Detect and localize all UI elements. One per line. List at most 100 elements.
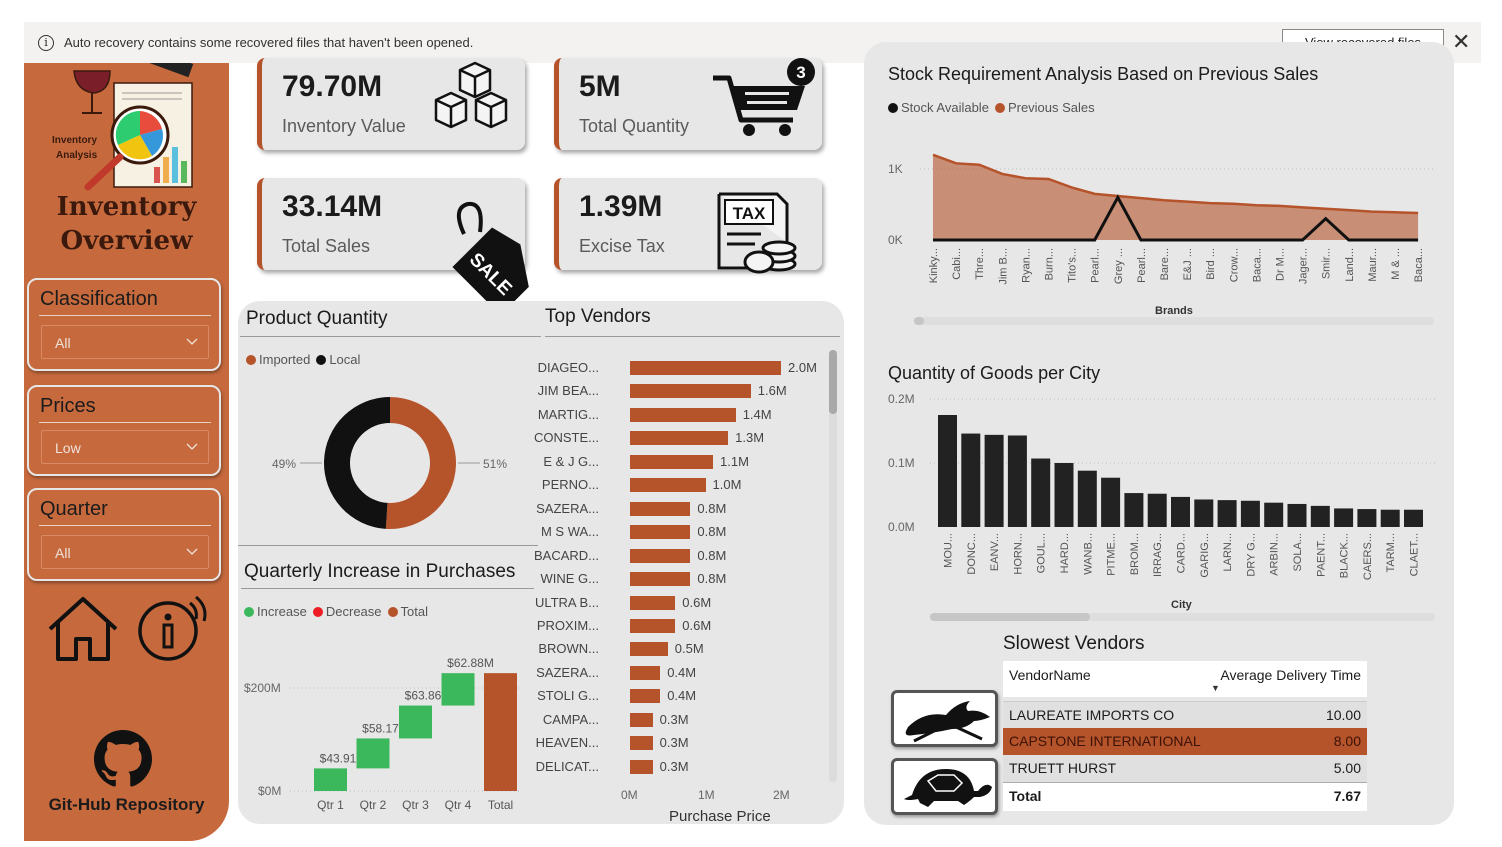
classification-value: All	[55, 335, 71, 351]
goods-per-city-bar-chart: MOU... DONC... EANV... HORN... GOUL... HARD..…	[930, 398, 1435, 580]
kpi-label: Inventory Value	[282, 116, 406, 136]
vendor-name-cell: CAPSTONE INTERNATIONAL	[1009, 733, 1201, 749]
github-icon[interactable]	[94, 730, 152, 788]
vendor-bar	[630, 478, 706, 493]
github-repository-link[interactable]: Git-Hub Repository	[48, 795, 205, 814]
brand-tick-label: Kinky...	[928, 248, 940, 283]
brand-tick-label: Bare...	[1159, 248, 1171, 280]
vendor-bar-row[interactable]: PROXIM... 0.6M	[537, 617, 825, 634]
quarterly-legend: Increase Decrease Total	[244, 604, 434, 619]
city-tick-label: LARN...	[1222, 533, 1234, 572]
city-bar	[1171, 496, 1190, 527]
table-total-row: Total 7.67	[1003, 782, 1367, 811]
vendor-name-label: SAZERA...	[536, 500, 599, 516]
brand-tick-label: Thre...	[974, 248, 986, 280]
vendor-bar-row[interactable]: E & J G... 1.1M	[543, 454, 825, 470]
classification-dropdown[interactable]: All	[41, 325, 209, 359]
vendor-name-label: STOLI G...	[537, 688, 599, 704]
table-row[interactable]: TRUETT HURST 5.00	[1003, 755, 1367, 782]
vendor-bar-row[interactable]: DELICAT... 0.3M	[536, 758, 825, 775]
col-average-delivery-time[interactable]: Average Delivery Time	[1220, 667, 1361, 683]
sidebar-title-line1: Inventory	[56, 192, 197, 222]
vendor-bar	[630, 548, 691, 563]
waterfall-value-label: $43.91M	[320, 751, 367, 765]
vendor-bar-row[interactable]: ULTRA B... 0.6M	[535, 595, 825, 611]
city-bar	[961, 433, 981, 527]
vendor-bar-row[interactable]: BACARD... 0.8M	[534, 548, 825, 564]
vendor-bar-row[interactable]: STOLI G... 0.4M	[537, 688, 825, 704]
city-bar	[1124, 493, 1144, 527]
vendor-bar	[630, 642, 668, 657]
info-icon[interactable]	[136, 595, 210, 663]
vendor-name-label: DIAGEO...	[537, 360, 599, 375]
vendor-bar	[630, 431, 729, 446]
home-icon[interactable]	[46, 595, 120, 663]
city-tick-label: BROM...	[1129, 533, 1141, 575]
stock-y-tick-1k: 1K	[888, 162, 903, 176]
goods-per-city-title: Quantity of Goods per City	[888, 363, 1101, 383]
close-icon[interactable]: ✕	[1452, 29, 1471, 54]
vendor-name-cell: LAUREATE IMPORTS CO	[1009, 707, 1175, 723]
notification-text: Auto recovery contains some recovered fi…	[64, 35, 474, 50]
vendor-value-label: 1.6M	[757, 383, 787, 399]
boxes-icon	[434, 61, 508, 129]
vendor-bar-row[interactable]: WINE G... 0.8M	[541, 571, 825, 587]
table-row[interactable]: LAUREATE IMPORTS CO 10.00	[1003, 701, 1367, 728]
vendor-value-label: 2.0M	[788, 360, 817, 375]
rabbit-button[interactable]	[891, 690, 998, 747]
vendors-scrollbar[interactable]	[829, 350, 837, 782]
brand-tick-label: Crow...	[1228, 248, 1240, 282]
vendor-value-label: 0.6M	[682, 617, 712, 633]
top-vendors-title: Top Vendors	[545, 306, 651, 327]
kpi-value: 1.39M	[579, 190, 663, 223]
quarter-dropdown[interactable]: All	[41, 535, 209, 569]
table-row[interactable]: CAPSTONE INTERNATIONAL 8.00	[1003, 728, 1367, 755]
product-quantity-title: Product Quantity	[246, 308, 388, 329]
city-tick-label: DONC...	[966, 533, 978, 575]
vendor-bar-row[interactable]: CAMPA... 0.3M	[543, 711, 825, 728]
waterfall-x-label: Qtr 4	[445, 798, 472, 812]
previous-sales-area	[933, 154, 1419, 240]
vendor-bar-row[interactable]: HEAVEN... 0.3M	[536, 735, 825, 751]
brand-tick-label: Jager...	[1298, 248, 1310, 284]
waterfall-x-label: Qtr 3	[402, 798, 429, 812]
vendor-bar-row[interactable]: CONSTE... 1.3M	[534, 430, 825, 446]
city-bar	[1054, 463, 1074, 527]
city-chart-scrollbar[interactable]	[930, 613, 1435, 621]
city-bar	[1404, 509, 1423, 527]
vendor-value-label: 0.8M	[697, 500, 727, 516]
kpi-label: Excise Tax	[579, 236, 665, 256]
city-bar	[1357, 509, 1377, 527]
vendor-bar-row[interactable]: SAZERA... 0.4M	[536, 664, 825, 681]
stock-chart-scrollbar[interactable]	[914, 317, 1434, 325]
city-bar	[1194, 499, 1214, 527]
previous-sales-line	[932, 153, 1419, 215]
turtle-button[interactable]	[891, 758, 998, 815]
vendor-bar-row[interactable]: M S WA... 0.8M	[541, 524, 825, 540]
vendor-value-label: 0.4M	[667, 664, 697, 680]
vendor-bar-row[interactable]: BROWN... 0.5M	[538, 641, 825, 657]
brand-tick-label: Bird ...	[1205, 248, 1217, 280]
vendor-bar-row[interactable]: MARTIG... 1.4M	[538, 407, 825, 423]
city-tick-label: HORN...	[1012, 533, 1024, 575]
vendor-bar-row[interactable]: JIM BEA... 1.6M	[538, 383, 825, 399]
vendor-bar-row[interactable]: PERNO... 1.0M	[542, 477, 825, 493]
col-vendor-name[interactable]: VendorName	[1009, 667, 1091, 683]
city-tick-label: HARD...	[1059, 533, 1071, 573]
city-bar	[1240, 500, 1260, 527]
brand-tick-label: Pearl...	[1090, 248, 1102, 283]
info-icon: i	[38, 34, 54, 51]
vendor-bar	[630, 454, 714, 469]
city-tick-label: DRY G...	[1245, 533, 1257, 577]
vendor-bar-row[interactable]: DIAGEO... 2.0M	[538, 360, 825, 376]
vendor-value-label: 0.3M	[659, 711, 689, 727]
vendor-bar-row[interactable]: SAZERA... 0.8M	[536, 500, 825, 517]
vendor-value-label: 0.3M	[659, 758, 689, 774]
city-bar	[1031, 458, 1051, 527]
prices-dropdown[interactable]: Low	[41, 430, 209, 464]
legend-imported: Imported	[259, 352, 311, 367]
city-y-tick-00: 0.0M	[888, 520, 915, 534]
quarterly-y-tick-200: $200M	[244, 681, 281, 695]
vendor-name-label: PROXIM...	[536, 617, 599, 633]
city-tick-label: PITME...	[1106, 533, 1118, 576]
